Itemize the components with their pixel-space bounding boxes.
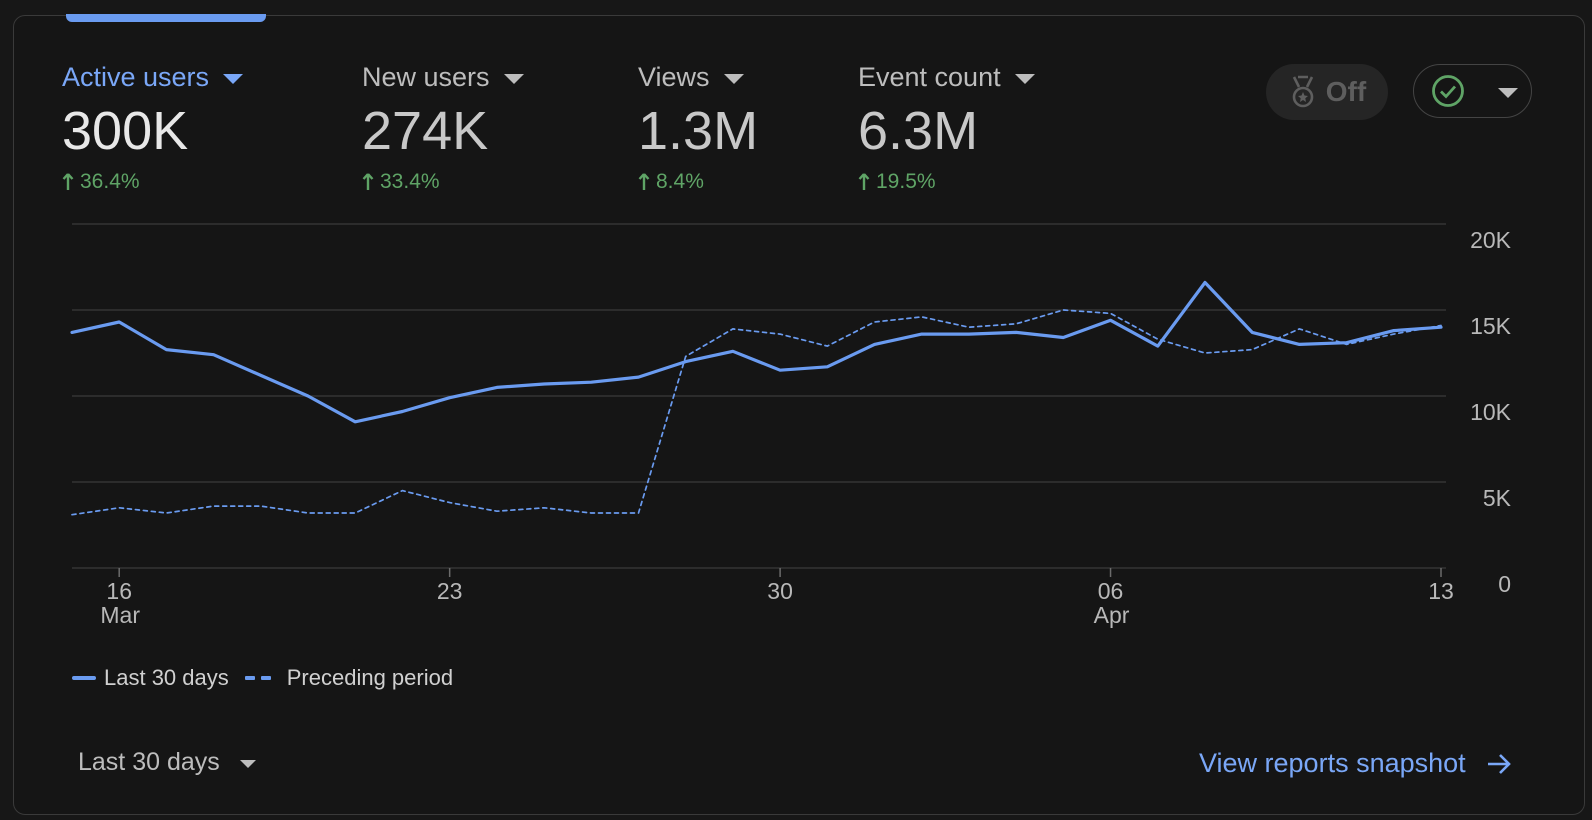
arrow-up-icon [362,172,374,190]
overview-card [13,15,1585,815]
metric-label-text: New users [362,62,490,92]
x-tick-label: 13 [1428,578,1454,604]
x-tick-label: 23 [437,578,463,604]
last-30-days-line [70,280,1443,424]
metric-label-text: Active users [62,62,210,92]
metric-label-text: Views [638,62,710,92]
chart-legend: Last 30 days Preceding period [72,665,453,691]
dropdown-caret-icon[interactable] [503,74,524,84]
dropdown-caret-icon[interactable] [1498,87,1518,98]
x-tick-label: 30 [767,578,793,604]
insights-toggle-button[interactable]: Off [1266,64,1388,120]
metric-change-text: 8.4% [656,169,704,193]
metric-label-views[interactable]: Views [638,62,758,93]
preceding-period-line [71,309,1442,516]
x-tick-label: 06 [1098,578,1124,604]
check-circle-icon [1432,75,1464,107]
date-range-dropdown[interactable]: Last 30 days [78,748,256,777]
metric-label-new-users[interactable]: New users [362,62,524,93]
legend-current-label: Last 30 days [104,665,229,690]
metric-change-text: 33.4% [380,169,440,193]
y-tick-label: 0 [1498,571,1511,597]
metric-change: 19.5% [858,170,1035,194]
y-tick-label: 5K [1483,485,1512,511]
metric-label-event-count[interactable]: Event count [858,62,1035,93]
metric-change: 8.4% [638,170,758,194]
metric-change: 36.4% [62,170,243,194]
metric-event-count[interactable]: Event count 6.3M 19.5% [858,62,1035,194]
metric-views[interactable]: Views 1.3M 8.4% [638,62,758,194]
arrow-right-icon [1487,753,1511,774]
date-range-label: Last 30 days [78,748,220,776]
x-tick-month-label: Mar [100,602,140,628]
metric-new-users[interactable]: New users 274K 33.4% [362,62,524,194]
dropdown-caret-icon[interactable] [1014,74,1035,84]
metric-label-text: Event count [858,62,1001,92]
legend-dashed-swatch [244,676,277,680]
chevron-down-icon[interactable] [239,760,256,768]
legend-solid-swatch [72,676,96,680]
legend-previous-label: Preceding period [286,665,454,690]
data-quality-dropdown[interactable] [1413,64,1532,118]
y-tick-label: 20K [1470,227,1512,253]
arrow-up-icon [62,172,74,190]
dropdown-caret-icon[interactable] [223,74,244,84]
snapshot-link-label: View reports snapshot [1199,748,1466,778]
metric-change-text: 36.4% [80,169,140,193]
metric-change-text: 19.5% [876,169,936,193]
x-tick-month-label: Apr [1094,602,1130,628]
y-tick-label: 15K [1470,313,1512,339]
metric-active-users[interactable]: Active users 300K 36.4% [62,62,244,194]
metric-label-active-users[interactable]: Active users [62,62,244,93]
view-reports-snapshot-link[interactable]: View reports snapshot [1199,748,1512,779]
metric-change: 33.4% [362,170,524,194]
arrow-up-icon [858,172,870,190]
dropdown-caret-icon[interactable] [723,74,744,84]
active-tab-indicator [66,14,266,22]
insights-toggle-label: Off [1325,76,1367,107]
x-tick-label: 16 [106,578,132,604]
arrow-up-icon [638,172,650,190]
metric-value: 300K [62,101,189,161]
y-tick-label: 10K [1470,399,1512,425]
metric-value: 1.3M [638,101,759,161]
metric-value: 274K [362,101,489,161]
badge-icon [1292,75,1314,108]
metric-value: 6.3M [858,101,979,161]
